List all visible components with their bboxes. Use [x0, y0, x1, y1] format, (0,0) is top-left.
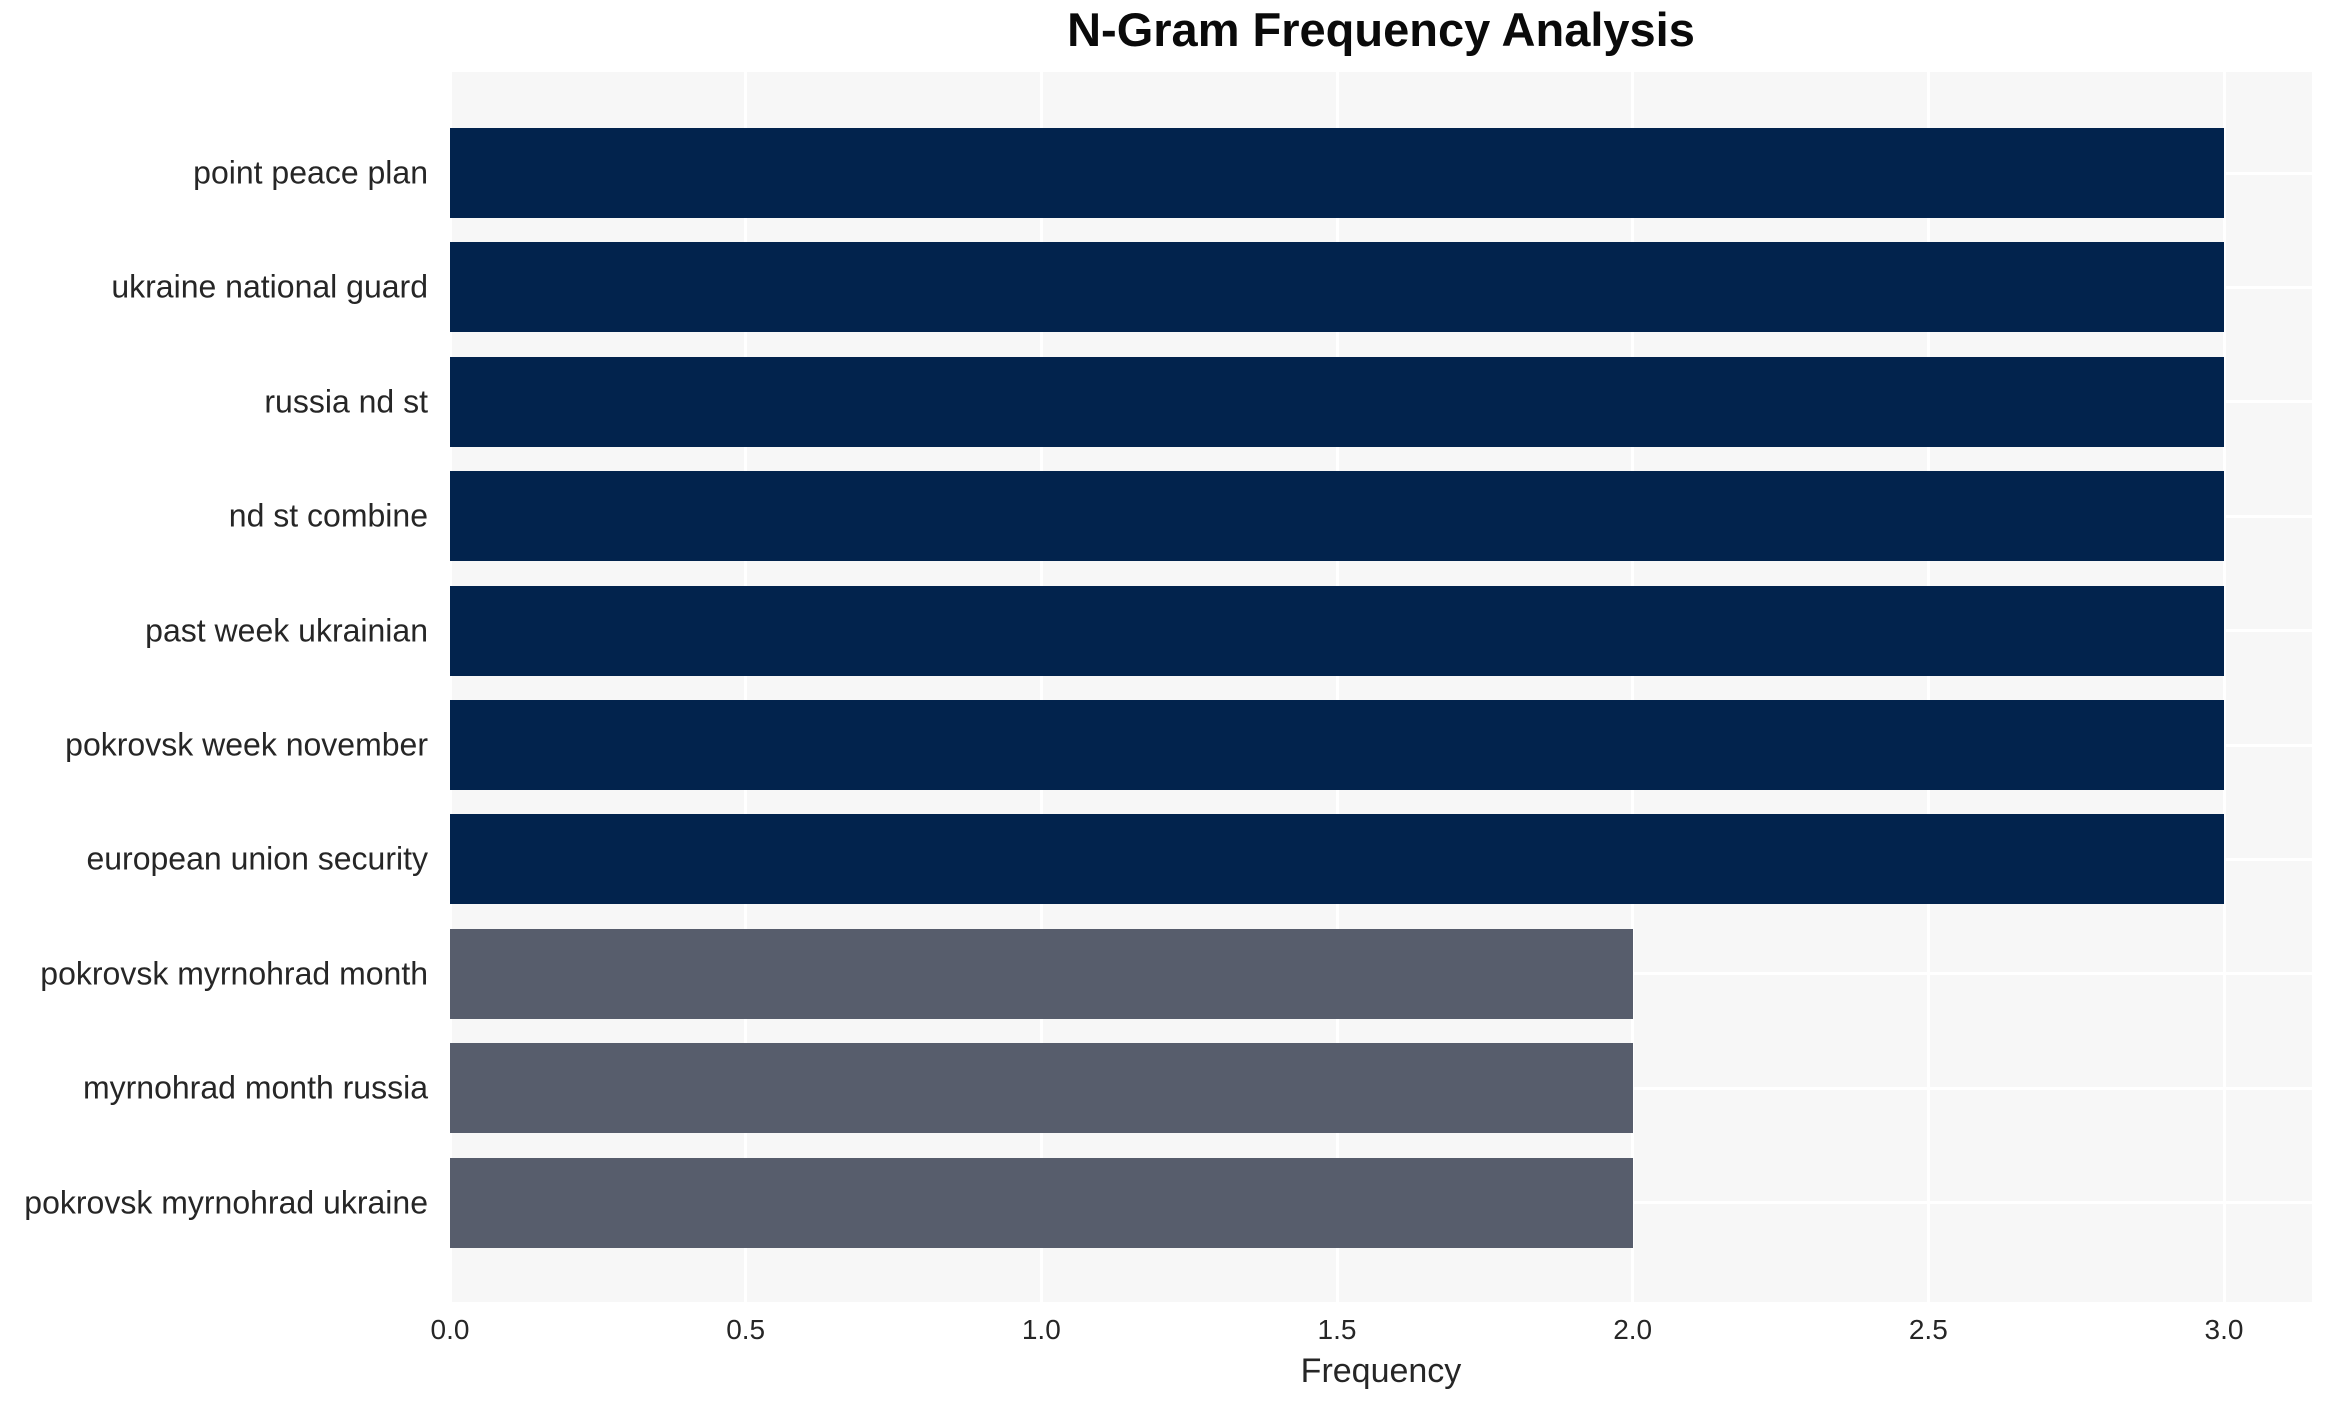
x-tick-label: 0.5: [726, 1314, 766, 1345]
category-label: russia nd st: [264, 383, 428, 420]
gridline-v: [1631, 72, 1635, 1302]
gridline-v: [448, 72, 452, 1302]
category-label: ukraine national guard: [111, 268, 428, 305]
bar: [450, 128, 2224, 218]
x-tick-label: 2.5: [1908, 1314, 1948, 1345]
gridline-v: [1926, 72, 1930, 1302]
x-tick-label: 1.0: [1021, 1314, 1061, 1345]
category-label: pokrovsk myrnohrad ukraine: [24, 1184, 428, 1221]
category-label: myrnohrad month russia: [82, 1069, 428, 1106]
x-tick-label: 1.5: [1317, 1314, 1357, 1345]
x-tick-label: 0.0: [430, 1314, 470, 1345]
x-tick-label: 3.0: [2204, 1314, 2244, 1345]
bar: [450, 814, 2224, 905]
gridline-v: [744, 72, 748, 1302]
bar: [450, 471, 2224, 562]
bar: [450, 700, 2224, 790]
bar: [450, 585, 2224, 676]
category-label: nd st combine: [228, 497, 428, 534]
bar: [450, 1043, 1633, 1134]
bar: [450, 242, 2224, 333]
category-label: point peace plan: [193, 154, 428, 191]
chart-title: N-Gram Frequency Analysis: [1067, 3, 1695, 56]
category-label: pokrovsk week november: [65, 726, 428, 763]
gridline-v: [1039, 72, 1043, 1302]
x-axis-tick-labels: 0.0 0.5 1.0 1.5 2.0 2.5 3.0: [431, 1302, 2312, 1346]
category-label: past week ukrainian: [145, 612, 428, 649]
plot-area: [448, 72, 2312, 1302]
category-label: european union security: [86, 840, 428, 877]
bar: [450, 928, 1633, 1019]
bar: [450, 1157, 1633, 1248]
category-label: pokrovsk myrnohrad month: [40, 955, 428, 992]
y-axis-category-labels: point peace plan ukraine national guard ru…: [0, 72, 438, 1302]
gridline-v: [1335, 72, 1339, 1302]
x-axis-label: Frequency: [1300, 1352, 1462, 1390]
bar: [450, 356, 2224, 447]
gridline-v: [2222, 72, 2226, 1302]
x-tick-label: 2.0: [1613, 1314, 1653, 1345]
